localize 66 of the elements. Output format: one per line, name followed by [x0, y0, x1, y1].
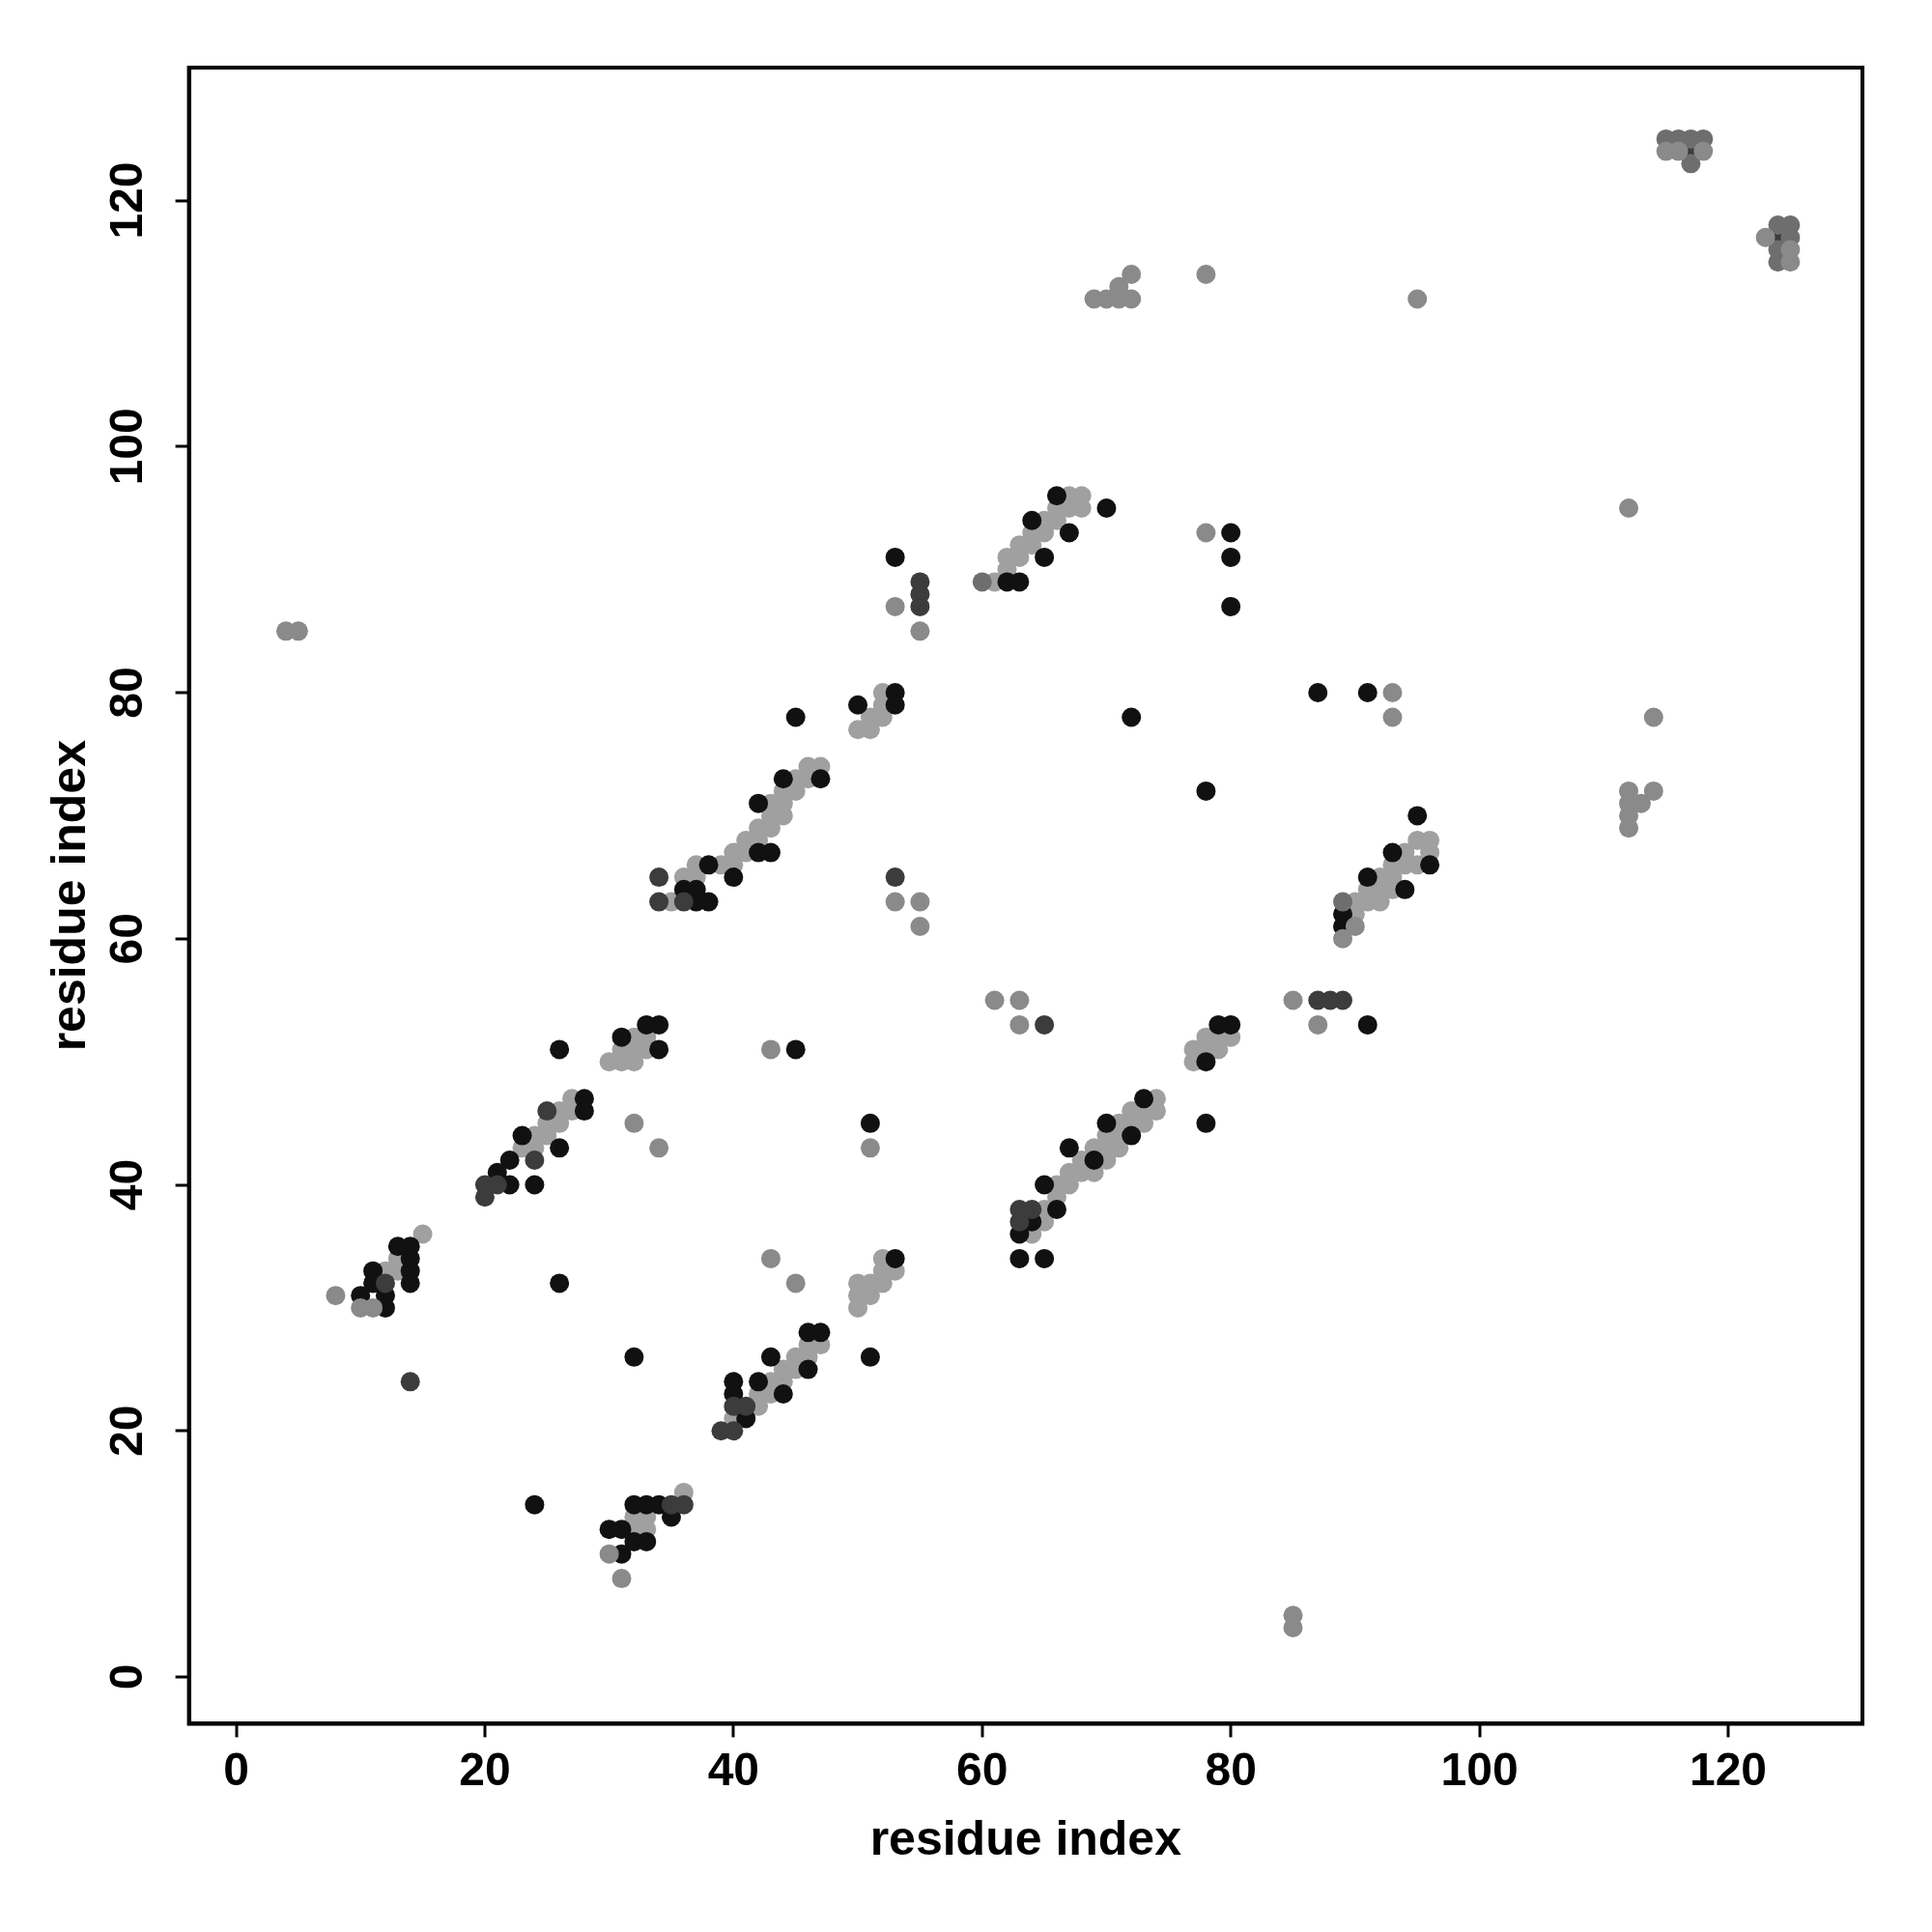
y-tick-label: 80	[99, 667, 152, 719]
point	[1283, 990, 1303, 1010]
point	[885, 892, 905, 912]
point	[1122, 264, 1142, 284]
point	[1681, 154, 1701, 174]
point	[1382, 683, 1403, 703]
point	[525, 1151, 545, 1171]
point	[1022, 1199, 1042, 1219]
point	[1643, 781, 1663, 801]
y-tick-label: 60	[99, 913, 152, 965]
point	[885, 867, 905, 888]
point	[1755, 227, 1776, 247]
point	[1619, 818, 1639, 838]
point	[760, 1039, 781, 1060]
point	[910, 917, 930, 937]
point	[661, 1494, 681, 1515]
y-tick-label: 120	[99, 161, 152, 240]
point	[1009, 1014, 1030, 1035]
point	[624, 1113, 644, 1133]
point	[1382, 707, 1403, 727]
x-tick-label: 20	[459, 1744, 511, 1796]
x-axis-title: residue index	[869, 1810, 1182, 1865]
point	[1196, 264, 1216, 284]
x-tick-label: 0	[223, 1744, 249, 1796]
point	[785, 1273, 806, 1293]
y-tick-label: 20	[99, 1405, 152, 1457]
point	[885, 596, 905, 616]
point	[649, 1138, 669, 1158]
point	[1308, 1014, 1328, 1035]
x-tick-label: 80	[1205, 1744, 1257, 1796]
point	[400, 1372, 420, 1392]
point	[1619, 497, 1639, 518]
point	[611, 1569, 632, 1589]
point	[1643, 707, 1663, 727]
point	[599, 1544, 619, 1564]
point	[1693, 141, 1714, 161]
point	[1407, 289, 1428, 309]
point	[984, 990, 1005, 1010]
y-tick-label: 100	[99, 408, 152, 486]
point	[326, 1286, 346, 1306]
point	[760, 1248, 781, 1268]
point	[474, 1187, 495, 1208]
point	[1035, 1014, 1055, 1035]
point	[363, 1297, 384, 1318]
point	[1333, 928, 1352, 949]
point	[673, 892, 694, 912]
x-tick-label: 120	[1689, 1744, 1768, 1796]
y-tick-label: 40	[99, 1158, 152, 1211]
x-tick-label: 40	[707, 1744, 760, 1796]
point	[910, 621, 930, 641]
point	[1333, 892, 1352, 912]
point	[375, 1273, 395, 1293]
point	[537, 1101, 557, 1122]
point	[1196, 523, 1216, 543]
x-tick-label: 100	[1440, 1744, 1519, 1796]
point	[860, 1138, 880, 1158]
y-axis-title: residue index	[41, 739, 96, 1052]
y-tick-label: 0	[99, 1663, 152, 1690]
point	[910, 892, 930, 912]
point	[972, 572, 992, 592]
point	[1345, 917, 1365, 937]
x-tick-label: 60	[956, 1744, 1009, 1796]
point	[1009, 990, 1030, 1010]
point	[649, 892, 669, 912]
point	[1333, 990, 1352, 1010]
point	[649, 867, 669, 888]
